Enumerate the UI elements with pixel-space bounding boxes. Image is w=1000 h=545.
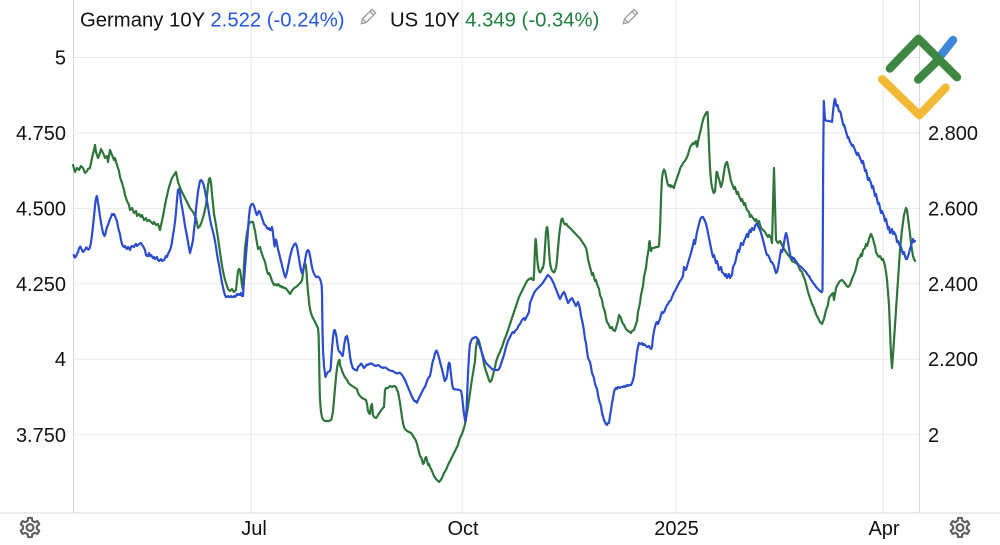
svg-text:2.600: 2.600 (928, 198, 978, 220)
svg-text:Apr: Apr (868, 518, 899, 540)
svg-text:3.750: 3.750 (16, 425, 66, 447)
svg-text:2.200: 2.200 (928, 349, 978, 371)
svg-text:Oct: Oct (447, 518, 479, 540)
svg-text:US 10Y 4.349 (-0.34%): US 10Y 4.349 (-0.34%) (390, 10, 599, 32)
svg-text:4.750: 4.750 (16, 123, 66, 145)
svg-text:2.400: 2.400 (928, 274, 978, 296)
svg-text:4: 4 (55, 349, 66, 371)
svg-text:4.500: 4.500 (16, 198, 66, 220)
svg-text:2025: 2025 (654, 518, 699, 540)
svg-text:Jul: Jul (241, 518, 267, 540)
svg-text:2: 2 (928, 425, 939, 447)
svg-text:2.800: 2.800 (928, 123, 978, 145)
svg-text:4.250: 4.250 (16, 274, 66, 296)
svg-text:5: 5 (55, 48, 66, 70)
svg-text:Germany 10Y 2.522 (-0.24%): Germany 10Y 2.522 (-0.24%) (80, 10, 345, 32)
